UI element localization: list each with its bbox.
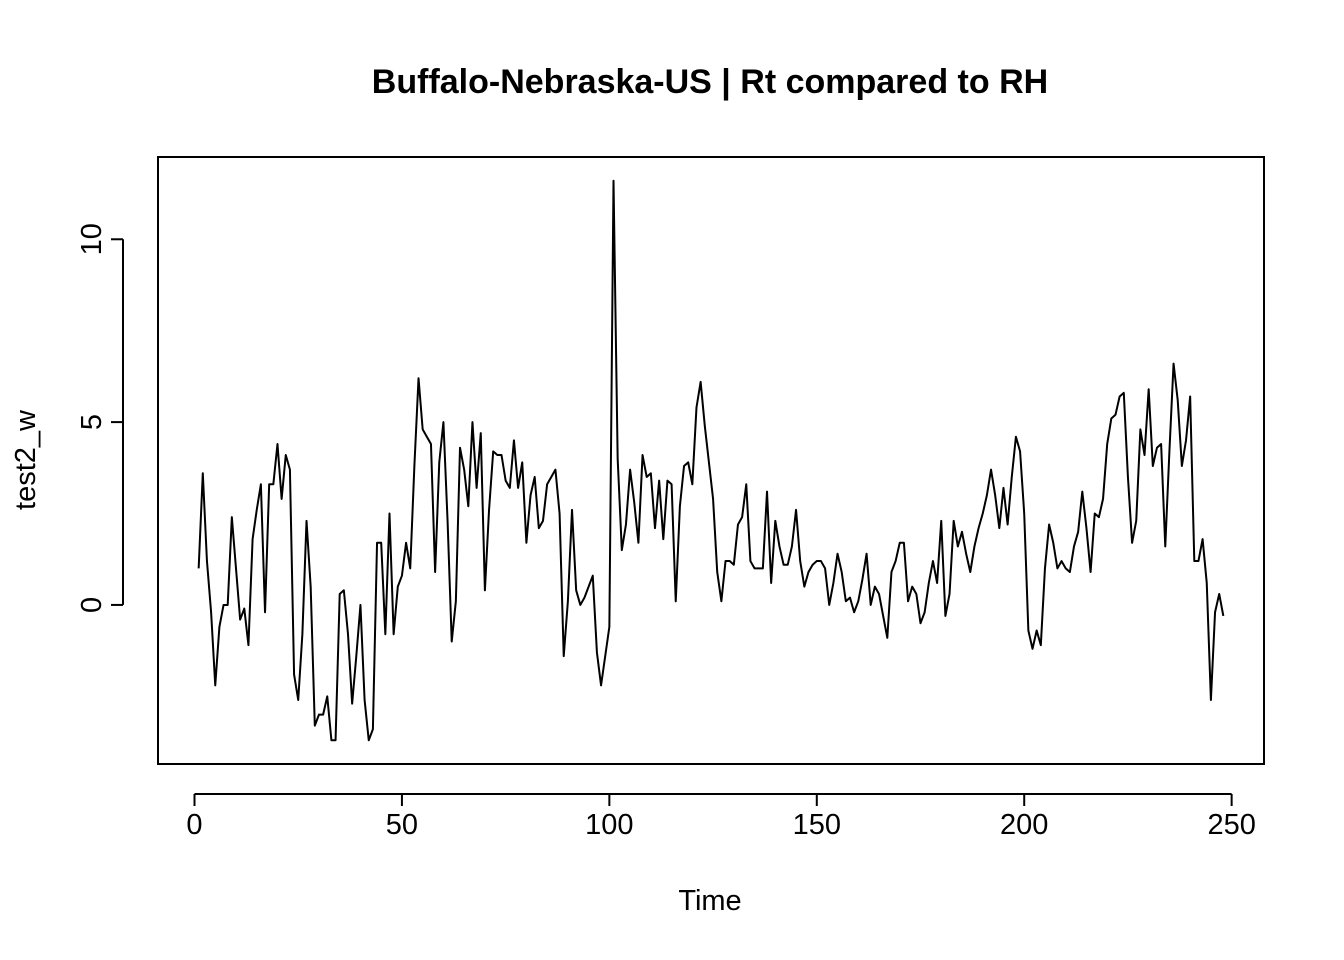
series-line bbox=[197, 179, 1225, 742]
y-tick-label: 10 bbox=[76, 223, 108, 255]
y-axis: 0 5 10 bbox=[76, 223, 124, 613]
x-tick-label: 50 bbox=[386, 809, 418, 841]
x-tick-label: 0 bbox=[186, 809, 202, 841]
x-axis: 0 50 100 150 200 250 bbox=[186, 793, 1256, 841]
y-tick-label: 5 bbox=[76, 414, 108, 430]
chart-title: Buffalo-Nebraska-US | Rt compared to RH bbox=[372, 63, 1048, 101]
y-tick-label: 0 bbox=[76, 597, 108, 613]
x-axis-label: Time bbox=[678, 885, 741, 917]
x-tick-label: 100 bbox=[585, 809, 633, 841]
series-layer bbox=[197, 179, 1225, 742]
y-axis-label: test2_w bbox=[10, 409, 42, 510]
plot-frame bbox=[157, 156, 1265, 765]
x-tick-label: 200 bbox=[1000, 809, 1048, 841]
x-tick-label: 150 bbox=[793, 809, 841, 841]
x-tick-label: 250 bbox=[1207, 809, 1255, 841]
